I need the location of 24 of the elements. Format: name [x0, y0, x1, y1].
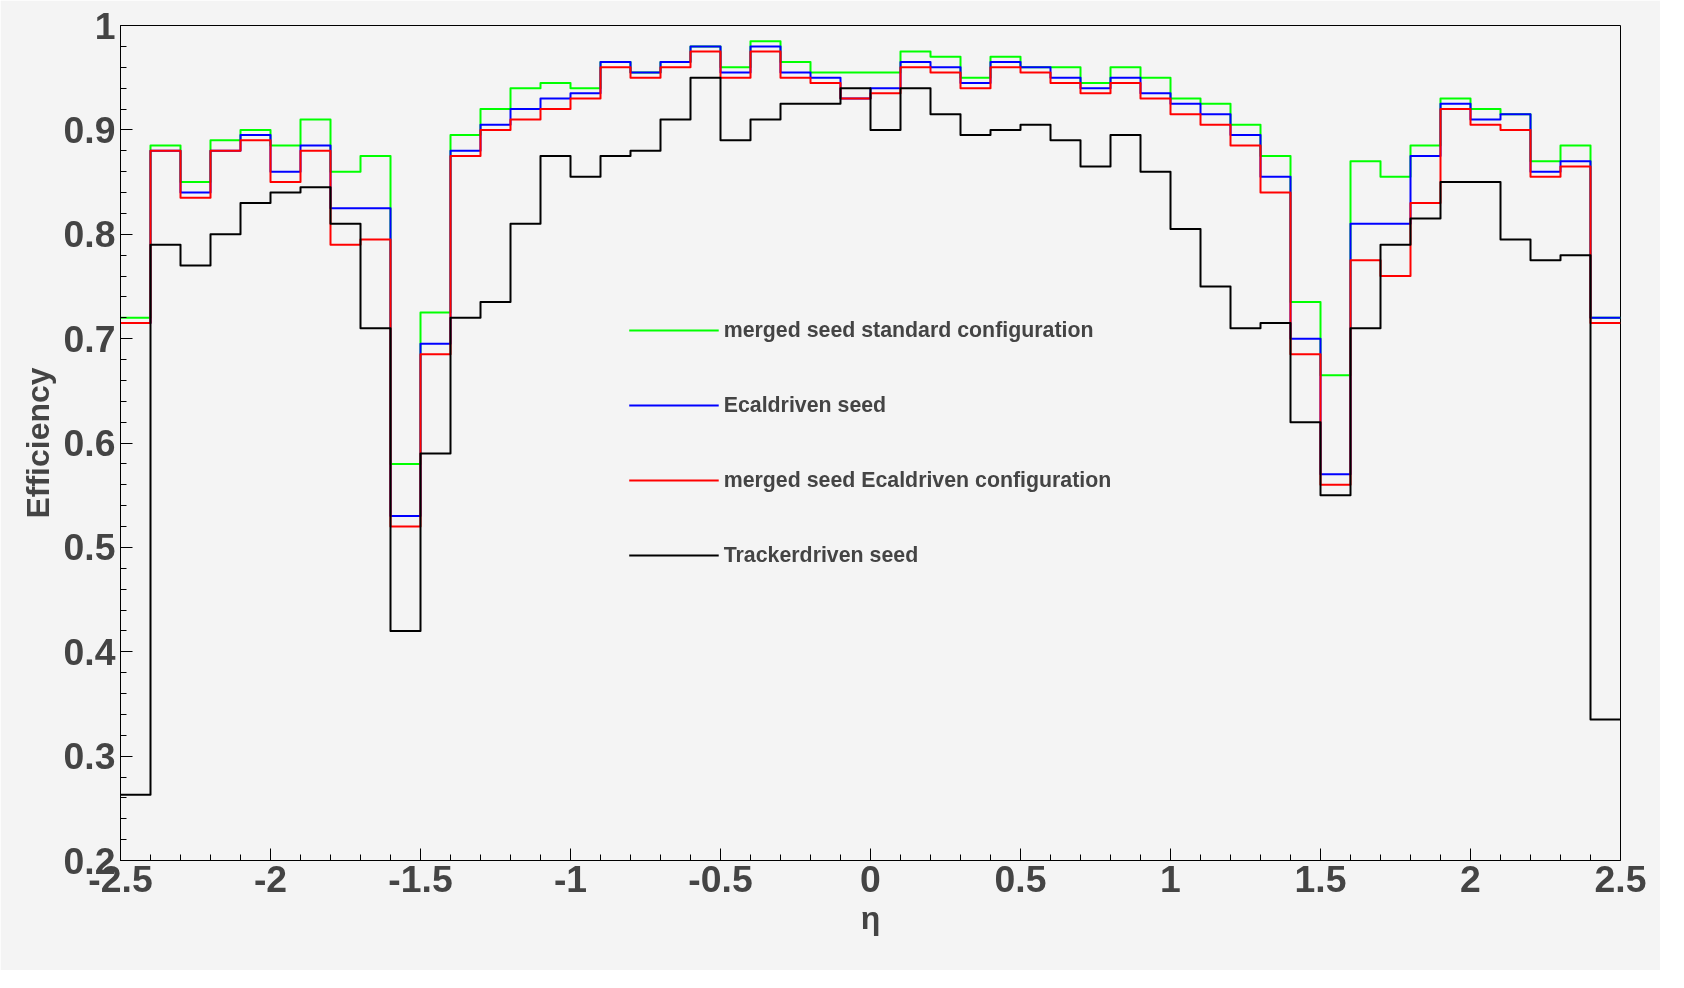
x-tick-label: 0.5: [994, 857, 1047, 900]
y-tick-label: 0.8: [63, 213, 116, 256]
y-tick-label: 0.5: [63, 526, 116, 569]
x-tick-label: 0: [860, 857, 881, 900]
y-tick-label: 0.6: [63, 422, 116, 464]
x-tick-label: -0.5: [688, 857, 753, 900]
y-axis-title: Efficiency: [19, 367, 56, 519]
legend-label: merged seed standard configuration: [723, 317, 1094, 343]
y-tick-label: 0.3: [63, 735, 116, 778]
y-tick-label: 0.7: [63, 317, 116, 360]
legend-label: merged seed Ecaldriven configuration: [723, 467, 1112, 493]
x-tick-label: 1.5: [1294, 857, 1347, 900]
y-tick-label: 1: [94, 4, 116, 47]
legend-label: Ecaldriven seed: [723, 392, 887, 418]
x-tick-label: -1.5: [388, 857, 453, 900]
x-tick-label: 2.5: [1594, 857, 1647, 900]
x-axis-title: η: [860, 899, 881, 936]
y-tick-label: 0.9: [63, 108, 116, 151]
x-tick-label: -2: [253, 857, 288, 900]
legend-label: Trackerdriven seed: [723, 542, 919, 568]
x-tick-label: 1: [1160, 857, 1181, 900]
x-tick-label: -1: [553, 857, 588, 900]
y-tick-label: 0.4: [63, 630, 116, 673]
x-tick-label: 2: [1460, 857, 1481, 900]
